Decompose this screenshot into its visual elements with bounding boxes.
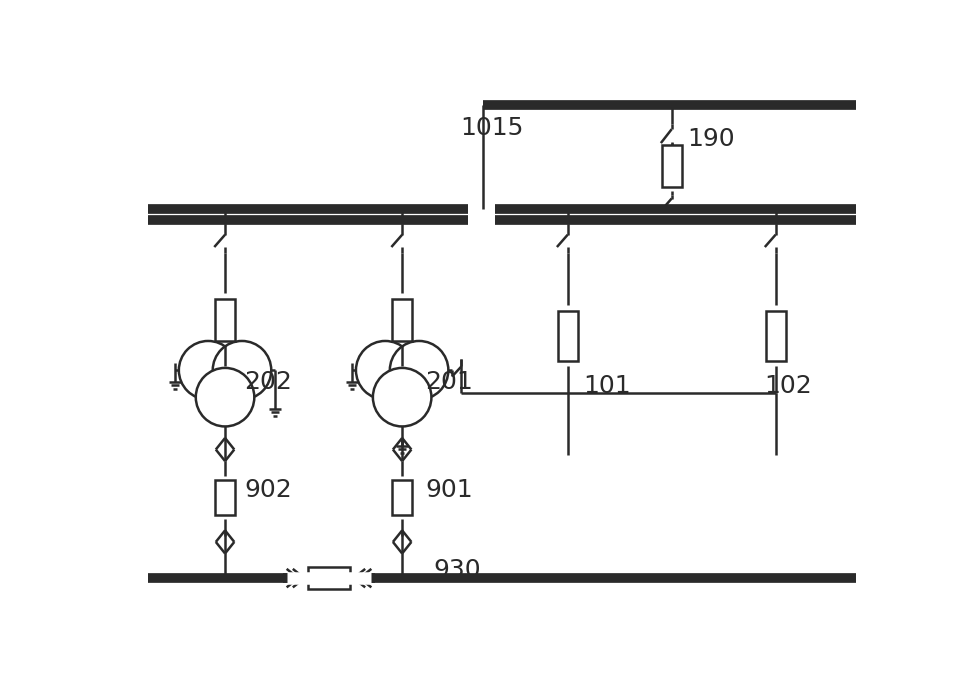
Text: 902: 902	[244, 477, 292, 502]
Bar	[392, 479, 413, 515]
Text: 202: 202	[244, 370, 292, 394]
Text: 1015: 1015	[460, 115, 523, 140]
Circle shape	[213, 341, 271, 399]
Text: 190: 190	[687, 127, 735, 151]
Circle shape	[373, 368, 431, 426]
Circle shape	[179, 341, 237, 399]
Circle shape	[196, 368, 255, 426]
Bar	[662, 145, 682, 187]
Text: 901: 901	[425, 477, 473, 502]
Text: 101: 101	[583, 373, 631, 398]
Text: 201: 201	[425, 370, 473, 394]
Circle shape	[356, 341, 415, 399]
Text: 930: 930	[433, 558, 480, 583]
Bar	[558, 310, 578, 361]
Text: 102: 102	[764, 373, 811, 398]
Bar	[215, 299, 235, 342]
Bar	[215, 479, 235, 515]
Circle shape	[390, 341, 449, 399]
Bar	[765, 310, 786, 361]
Bar	[392, 299, 413, 342]
Bar	[308, 568, 350, 589]
